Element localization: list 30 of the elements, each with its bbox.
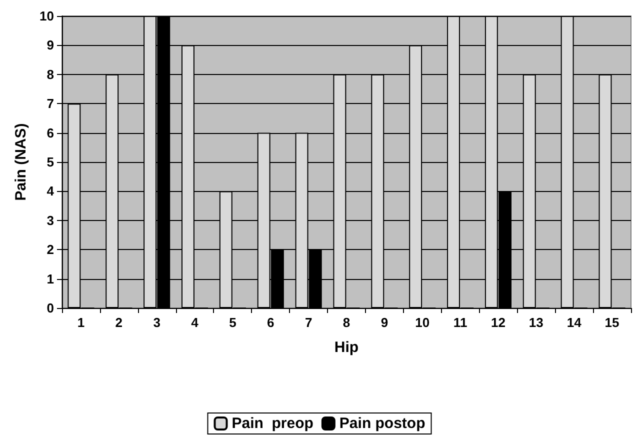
y-tick-label: 4 — [46, 184, 55, 199]
x-tick-label: 5 — [229, 315, 236, 330]
x-tick-label: 11 — [453, 315, 468, 330]
y-tick-label: 1 — [46, 271, 54, 286]
y-tick-label: 6 — [46, 125, 54, 140]
x-tick-label: 12 — [491, 315, 506, 330]
x-tick-label: 10 — [415, 315, 430, 330]
x-tick-label: 9 — [380, 315, 388, 330]
y-tick-label: 8 — [46, 66, 54, 82]
legend-label: Pain preop — [232, 415, 314, 432]
x-tick-label: 14 — [566, 315, 582, 330]
legend-label: Pain postop — [339, 415, 426, 432]
x-tick-label: 1 — [77, 315, 85, 330]
x-tick-label: 7 — [304, 315, 312, 330]
y-tick-label: 9 — [46, 38, 54, 53]
y-tick-label: 5 — [46, 154, 54, 170]
x-axis-title: Hip — [334, 339, 359, 356]
x-tick-label: 13 — [528, 315, 544, 330]
y-tick-label: 7 — [46, 96, 54, 112]
y-tick-label: 2 — [46, 242, 54, 258]
y-tick-label: 0 — [46, 300, 54, 316]
x-tick-label: 6 — [267, 315, 274, 330]
y-axis-title: Pain (NAS) — [12, 123, 30, 201]
x-tick-label: 8 — [342, 315, 350, 330]
y-tick-label: 10 — [40, 8, 54, 24]
y-tick-label: 3 — [46, 212, 54, 228]
x-tick-label: 15 — [604, 315, 620, 330]
x-tick-label: 4 — [191, 315, 200, 330]
x-tick-label: 2 — [115, 315, 123, 330]
x-tick-label: 3 — [153, 315, 160, 330]
